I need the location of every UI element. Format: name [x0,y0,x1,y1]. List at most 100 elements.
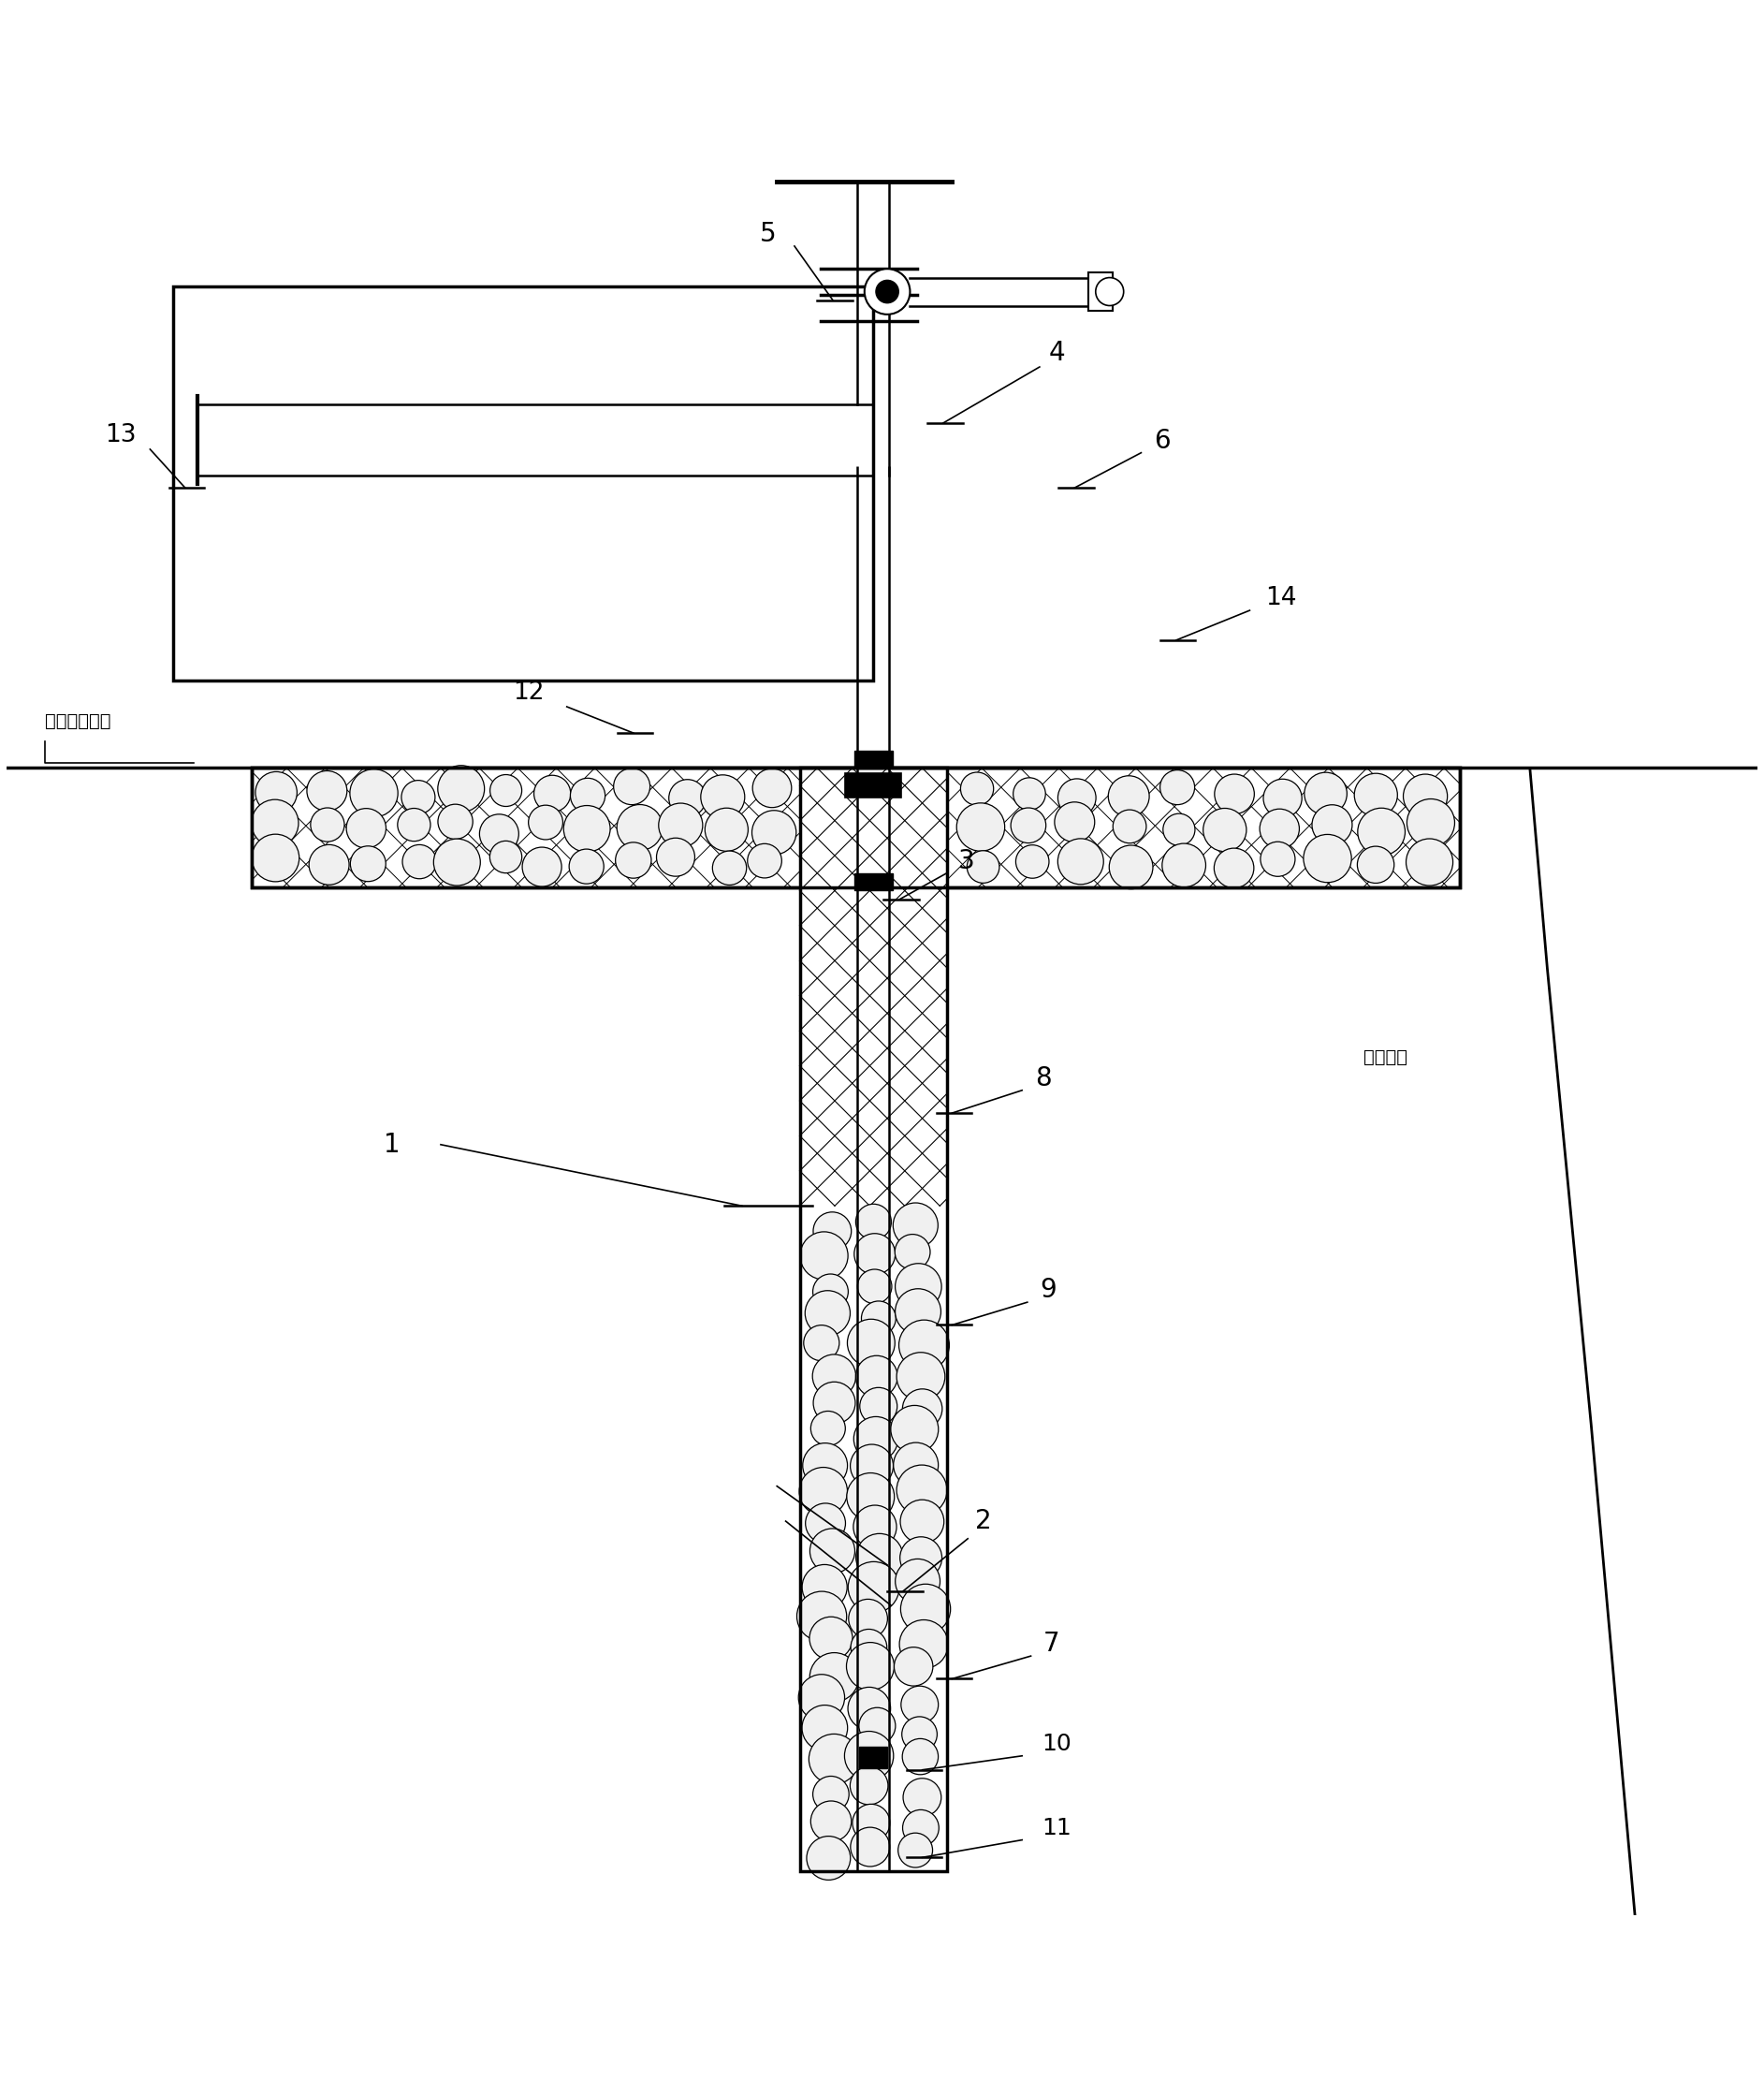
Circle shape [896,1466,947,1516]
Circle shape [753,769,792,807]
Circle shape [850,1827,889,1867]
Circle shape [847,1642,894,1690]
Circle shape [480,815,519,854]
Circle shape [811,1412,845,1445]
Circle shape [803,1443,847,1489]
Circle shape [894,1647,933,1686]
Circle shape [658,802,702,848]
Circle shape [1215,773,1254,815]
Text: 6: 6 [1154,428,1170,453]
Circle shape [1408,798,1455,846]
Circle shape [256,771,296,813]
Circle shape [1013,778,1046,811]
Circle shape [570,848,603,884]
Text: 9: 9 [1041,1277,1057,1304]
Circle shape [864,268,910,314]
Circle shape [1016,844,1050,877]
Circle shape [1355,773,1397,817]
Bar [799,767,947,1871]
Text: 垃圾堆体表面: 垃圾堆体表面 [46,711,111,730]
Circle shape [893,1443,938,1486]
Circle shape [894,1289,940,1335]
Circle shape [804,1291,850,1335]
Circle shape [856,1204,891,1239]
Text: 11: 11 [1043,1817,1073,1840]
Bar [799,767,947,1871]
Circle shape [813,1383,856,1424]
Circle shape [810,1653,859,1703]
Circle shape [1113,811,1147,844]
Circle shape [1358,809,1406,854]
Bar [845,773,901,798]
Circle shape [490,775,522,807]
Text: 1: 1 [383,1131,400,1158]
Circle shape [402,780,436,815]
Circle shape [1214,848,1254,888]
Circle shape [900,1320,949,1370]
Bar [859,1746,887,1767]
Circle shape [1261,842,1295,877]
Circle shape [529,805,563,840]
Circle shape [845,1732,894,1780]
Text: 12: 12 [513,680,543,705]
Circle shape [861,1301,896,1335]
Circle shape [806,1836,850,1879]
Circle shape [1161,769,1194,805]
Circle shape [967,850,1000,884]
Circle shape [1304,773,1348,815]
Circle shape [903,1738,938,1775]
Circle shape [891,1405,938,1453]
Circle shape [534,775,570,813]
Circle shape [854,1416,898,1462]
Circle shape [1095,279,1124,306]
Circle shape [1162,813,1194,846]
Circle shape [1259,809,1300,848]
Circle shape [799,1468,847,1516]
Circle shape [859,1707,896,1744]
Circle shape [856,1356,898,1397]
Circle shape [850,1445,893,1486]
Circle shape [854,1233,896,1274]
Circle shape [810,1617,852,1659]
Circle shape [847,1320,894,1366]
Circle shape [437,765,485,813]
Circle shape [850,1630,887,1665]
Bar [1088,272,1113,312]
Circle shape [900,1499,944,1543]
Circle shape [813,1775,848,1813]
Circle shape [797,1590,847,1640]
Circle shape [1312,805,1353,844]
Circle shape [804,1324,840,1362]
Circle shape [349,769,399,817]
Circle shape [1011,809,1046,842]
Circle shape [903,1389,942,1428]
Circle shape [748,844,781,877]
Text: 4: 4 [1050,339,1065,366]
Circle shape [1357,846,1394,884]
Circle shape [898,1834,933,1867]
Circle shape [1263,780,1302,817]
Text: 13: 13 [104,422,136,447]
Circle shape [896,1559,940,1603]
Circle shape [614,769,649,805]
Circle shape [900,1536,942,1578]
Bar [173,287,873,680]
Circle shape [848,1561,900,1613]
Circle shape [706,809,748,850]
Circle shape [397,809,430,842]
Text: 10: 10 [1043,1732,1073,1755]
Circle shape [801,1231,848,1281]
Circle shape [857,1270,893,1304]
Bar [252,767,1461,888]
Circle shape [901,1584,951,1634]
Text: 5: 5 [760,220,776,247]
Circle shape [1055,802,1095,842]
Text: 垃圾堆体: 垃圾堆体 [1364,1048,1408,1067]
Circle shape [1203,809,1247,852]
Circle shape [803,1565,847,1609]
Circle shape [490,840,522,873]
Circle shape [616,842,651,877]
Circle shape [522,848,561,886]
Circle shape [1304,834,1351,881]
Circle shape [856,1534,903,1580]
